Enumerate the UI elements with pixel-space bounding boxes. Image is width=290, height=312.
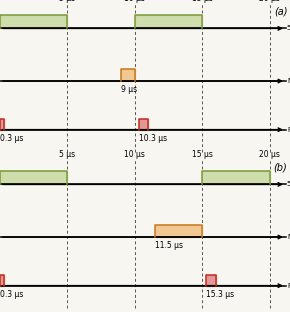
Text: 10 μs: 10 μs bbox=[124, 150, 145, 159]
Text: 10.3 μs: 10.3 μs bbox=[139, 134, 167, 143]
Text: 15 μs: 15 μs bbox=[192, 0, 213, 3]
Text: 15.3 μs: 15.3 μs bbox=[206, 290, 235, 299]
Text: 5 μs: 5 μs bbox=[59, 150, 75, 159]
Text: 20 μs: 20 μs bbox=[259, 0, 280, 3]
Text: 15 μs: 15 μs bbox=[192, 150, 213, 159]
Text: Readout: Readout bbox=[287, 283, 290, 289]
Text: 532-nm laser: 532-nm laser bbox=[287, 181, 290, 188]
Text: Microwaves: Microwaves bbox=[287, 234, 290, 240]
Text: 20 μs: 20 μs bbox=[259, 150, 280, 159]
Text: 0.3 μs: 0.3 μs bbox=[0, 290, 23, 299]
Text: 11.5 μs: 11.5 μs bbox=[155, 241, 183, 251]
Text: 9 μs: 9 μs bbox=[122, 85, 137, 95]
Text: (a): (a) bbox=[274, 6, 287, 16]
Text: 532-nm laser: 532-nm laser bbox=[287, 25, 290, 32]
Text: Readout: Readout bbox=[287, 127, 290, 133]
Text: Microwaves: Microwaves bbox=[287, 78, 290, 84]
Text: 0.3 μs: 0.3 μs bbox=[0, 134, 23, 143]
Text: 10 μs: 10 μs bbox=[124, 0, 145, 3]
Text: 5 μs: 5 μs bbox=[59, 0, 75, 3]
Text: (b): (b) bbox=[273, 162, 287, 172]
